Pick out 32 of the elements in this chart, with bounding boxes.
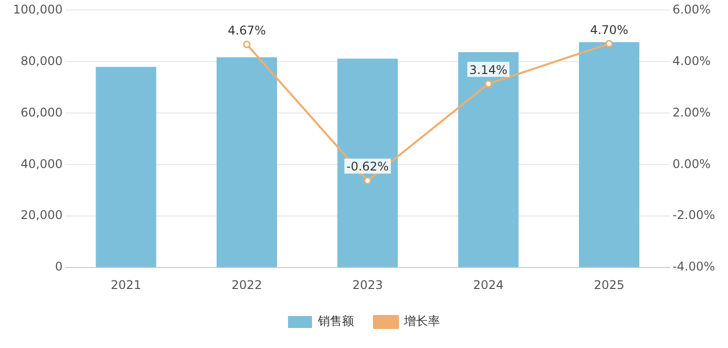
- point: [605, 40, 613, 48]
- y2-tick-label: 0.00%: [672, 156, 711, 171]
- y-tick-label: 80,000: [20, 54, 63, 68]
- data-label: -0.62%: [346, 160, 389, 174]
- data-label: 3.14%: [469, 62, 508, 77]
- x-tick-label: 2025: [594, 278, 624, 292]
- legend-label: 增长率: [403, 314, 440, 328]
- y2-tick-label: 4.00%: [672, 54, 711, 68]
- x-tick-label: 2023: [352, 278, 383, 292]
- bar: [337, 58, 398, 268]
- data-label: 4.70%: [590, 22, 628, 37]
- legend-label: 销售额: [317, 314, 354, 328]
- y-tick-label: 0: [54, 260, 63, 274]
- x-tick-label: 2024: [473, 278, 504, 292]
- y2-tick-label: -4.00%: [672, 260, 715, 274]
- bar: [216, 57, 277, 268]
- x-tick-label: 2021: [110, 278, 142, 292]
- data-label: 4.67%: [228, 24, 266, 38]
- y2-tick-label: -2.00%: [672, 208, 715, 222]
- y-tick-label: 60,000: [20, 105, 63, 120]
- bar: [458, 52, 519, 268]
- y2-tick-label: 6.00%: [672, 2, 711, 16]
- y-tick-label: 100,000: [13, 2, 63, 16]
- bar: [578, 42, 640, 268]
- bar: [96, 66, 156, 268]
- y-tick-label: 40,000: [20, 156, 63, 171]
- point: [484, 80, 492, 88]
- y2-tick-label: 2.00%: [672, 105, 711, 120]
- x-tick-label: 2022: [232, 278, 262, 292]
- y-tick-label: 20,000: [20, 208, 63, 222]
- point: [243, 40, 251, 48]
- point: [364, 176, 372, 184]
